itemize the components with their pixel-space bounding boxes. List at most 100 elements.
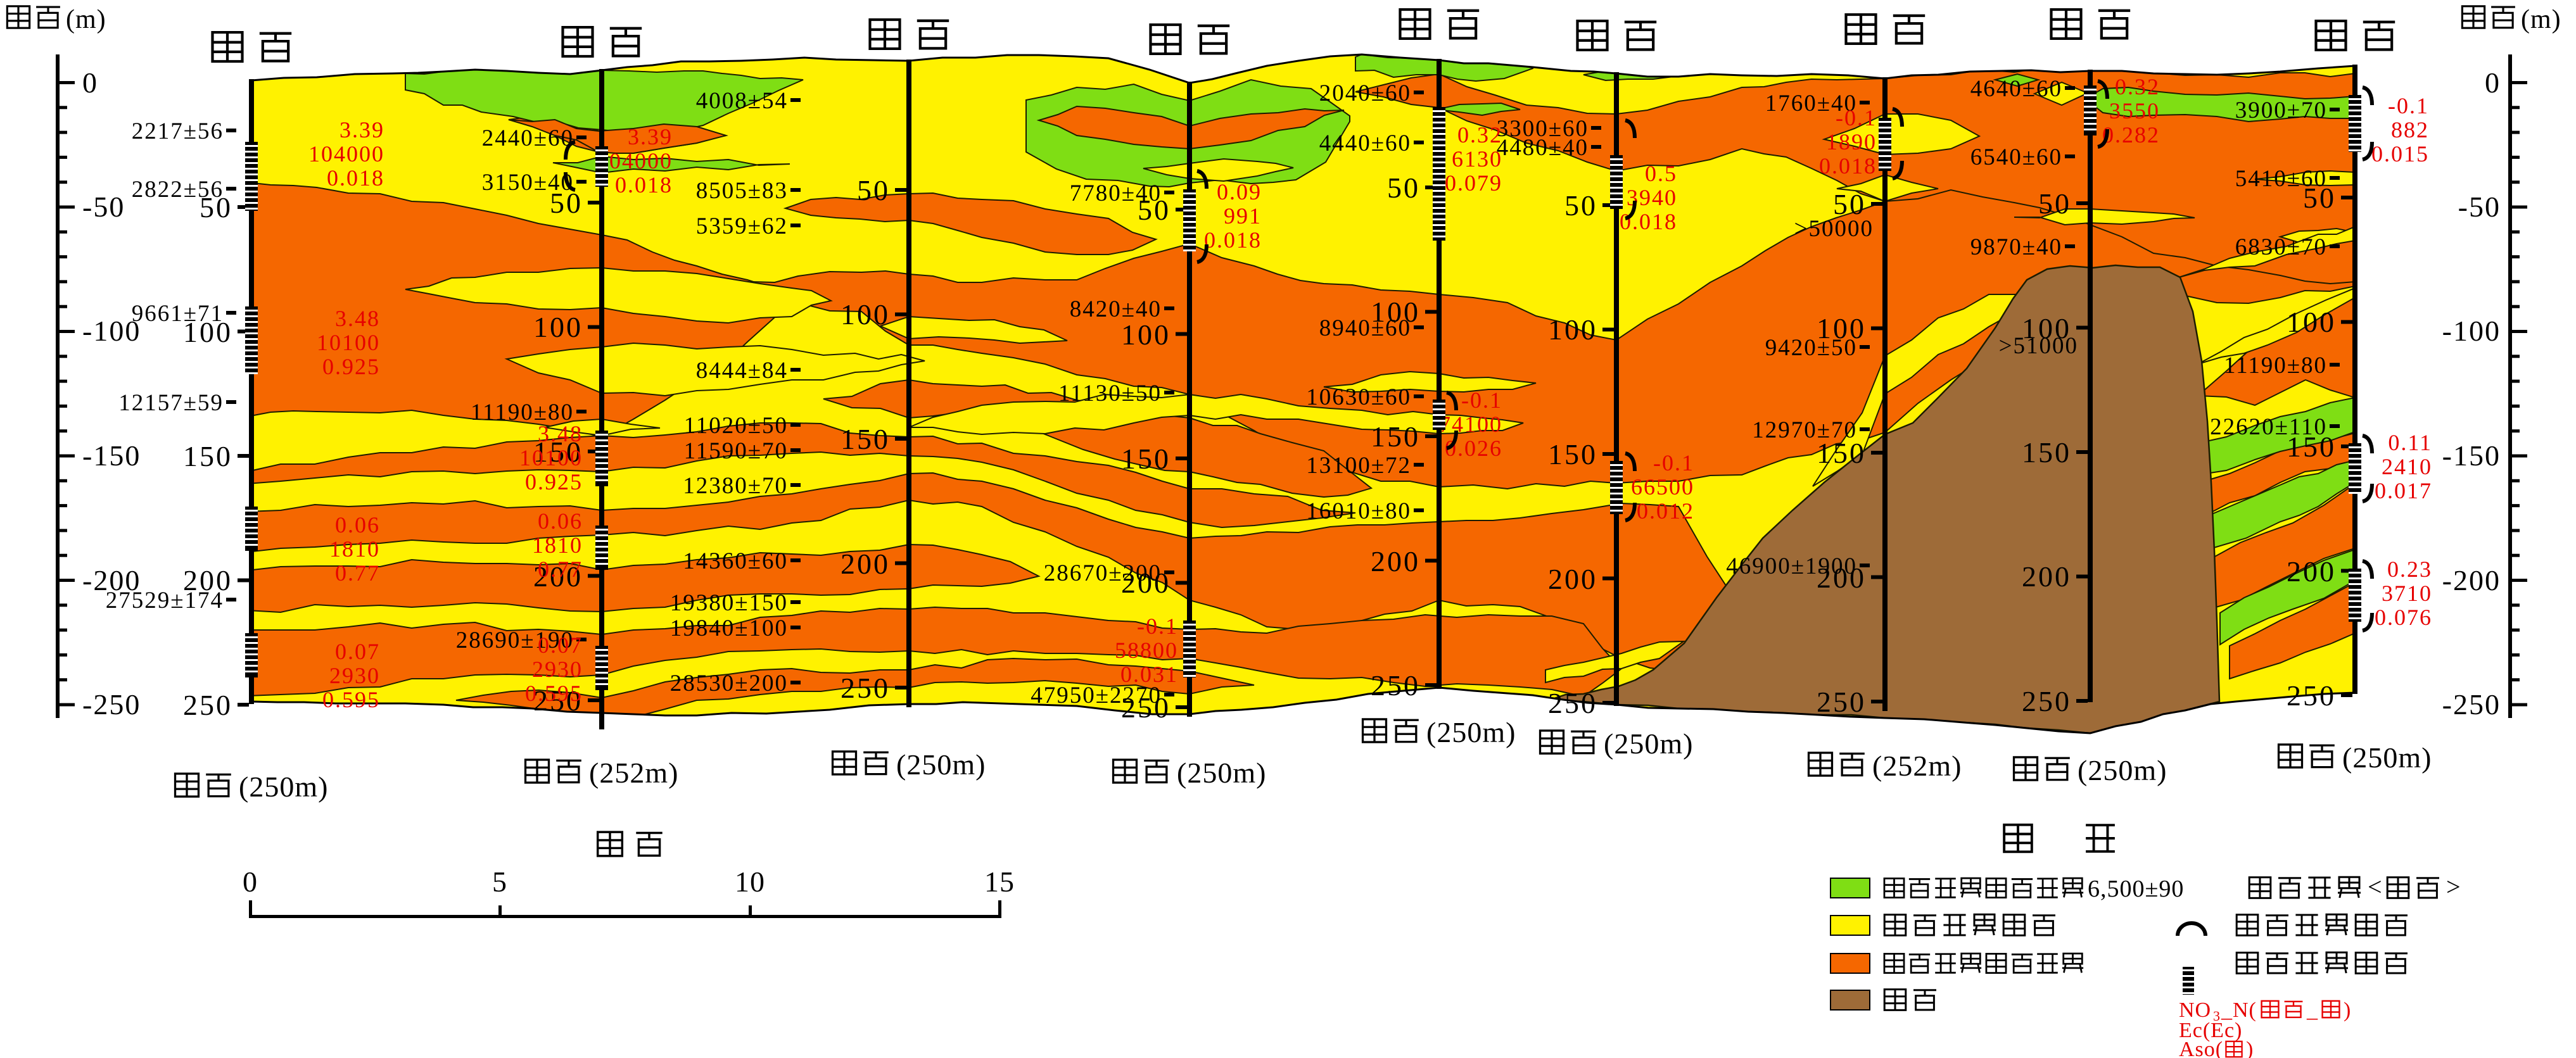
svg-text:2040±60: 2040±60 (1319, 80, 1411, 106)
svg-text:200: 200 (183, 564, 232, 596)
svg-text:882: 882 (2391, 117, 2429, 142)
svg-text:46900±1900: 46900±1900 (1726, 553, 1857, 579)
svg-text:0.018: 0.018 (1620, 209, 1677, 234)
svg-text:_N(: _N( (2221, 998, 2257, 1022)
svg-text:11190±80: 11190±80 (2224, 353, 2327, 379)
svg-text:0.018: 0.018 (327, 165, 384, 191)
svg-text:50: 50 (1833, 188, 1866, 220)
svg-text:(250m): (250m) (2342, 741, 2432, 774)
svg-text:0.018: 0.018 (1819, 153, 1877, 179)
svg-text:1890: 1890 (1826, 129, 1877, 154)
svg-text:14360±60: 14360±60 (683, 548, 788, 574)
svg-text:22620±110: 22620±110 (2210, 414, 2327, 440)
svg-text:(250m): (250m) (1177, 757, 1266, 789)
svg-text:100: 100 (2022, 312, 2071, 344)
svg-text:>51000: >51000 (1999, 333, 2078, 359)
svg-text:16010±80: 16010±80 (1306, 498, 1411, 524)
svg-text:19380±150: 19380±150 (670, 590, 788, 616)
svg-text:-0.1: -0.1 (1461, 387, 1502, 413)
svg-text:-200: -200 (82, 564, 141, 596)
svg-text:3550: 3550 (2109, 98, 2160, 123)
svg-text:28670±200: 28670±200 (1044, 560, 1162, 586)
svg-text:0.32: 0.32 (1457, 122, 1502, 148)
svg-text:58800: 58800 (1115, 638, 1178, 663)
svg-text:6130: 6130 (1452, 146, 1502, 172)
svg-text:0.018: 0.018 (615, 172, 673, 198)
svg-text:<: < (2368, 872, 2383, 901)
svg-text:200: 200 (1371, 545, 1420, 577)
svg-text:5410±60: 5410±60 (2235, 166, 2327, 192)
svg-text:0.018: 0.018 (1204, 227, 1262, 253)
svg-text:0.06: 0.06 (538, 508, 583, 534)
svg-text:3: 3 (2213, 1008, 2220, 1024)
svg-text:10630±60: 10630±60 (1306, 384, 1411, 410)
svg-text:150: 150 (533, 436, 583, 468)
svg-text:0.031: 0.031 (1120, 662, 1178, 687)
svg-text:2410: 2410 (2382, 454, 2432, 479)
svg-text:-0.1: -0.1 (2388, 93, 2429, 118)
svg-text:0.07: 0.07 (335, 639, 380, 664)
svg-text:200: 200 (1121, 567, 1171, 599)
svg-text:47950±2270: 47950±2270 (1031, 683, 1162, 708)
svg-text:50: 50 (200, 191, 232, 224)
svg-text:0.595: 0.595 (525, 681, 583, 706)
svg-text:2930: 2930 (329, 663, 380, 688)
svg-text:6540±60: 6540±60 (1970, 144, 2062, 170)
svg-text:150: 150 (2022, 436, 2071, 469)
svg-text:11130±50: 11130±50 (1058, 381, 1162, 406)
svg-text:-200: -200 (2442, 564, 2501, 596)
svg-text:28690±190: 28690±190 (456, 627, 574, 653)
svg-text:3.48: 3.48 (538, 421, 583, 446)
svg-text:200: 200 (1817, 562, 1866, 594)
svg-text:-250: -250 (2442, 688, 2501, 721)
svg-text:>: > (2446, 872, 2462, 901)
svg-text:100: 100 (1817, 312, 1866, 344)
svg-text:100: 100 (1371, 296, 1420, 328)
svg-text:10: 10 (735, 866, 765, 898)
svg-text:250: 250 (183, 689, 232, 721)
svg-text:28530±200: 28530±200 (670, 671, 788, 696)
svg-text:(250m): (250m) (2078, 754, 2167, 786)
svg-text:3300±60: 3300±60 (1497, 116, 1589, 142)
svg-text:12157±59: 12157±59 (118, 390, 224, 416)
svg-text:11190±80: 11190±80 (471, 400, 574, 425)
svg-text:(250m): (250m) (239, 771, 328, 803)
svg-text:991: 991 (1224, 203, 1262, 229)
svg-text:8505±83: 8505±83 (696, 178, 788, 204)
svg-text:6,500±90: 6,500±90 (2088, 876, 2184, 902)
svg-text:11020±50: 11020±50 (684, 413, 788, 439)
svg-text:250: 250 (1817, 686, 1866, 718)
svg-text:0.925: 0.925 (525, 469, 583, 494)
svg-text:150: 150 (183, 440, 232, 472)
svg-text:(m): (m) (66, 5, 106, 34)
svg-text:66500: 66500 (1631, 474, 1694, 500)
svg-text:7780±40: 7780±40 (1070, 180, 1162, 206)
svg-text:12380±70: 12380±70 (683, 473, 788, 499)
svg-text:-0.1: -0.1 (1137, 614, 1178, 639)
svg-text:3900±70: 3900±70 (2235, 98, 2327, 123)
svg-text:250: 250 (533, 684, 583, 717)
svg-text:-50: -50 (2458, 191, 2501, 223)
svg-text:11590±70: 11590±70 (684, 438, 788, 464)
svg-text:0.07: 0.07 (538, 633, 583, 658)
svg-text:5: 5 (492, 866, 507, 898)
svg-text:250: 250 (1371, 669, 1420, 702)
svg-text:5359±62: 5359±62 (696, 213, 788, 239)
svg-text:100: 100 (183, 316, 232, 348)
svg-text:_: _ (2306, 998, 2318, 1022)
svg-text:15: 15 (984, 866, 1015, 898)
svg-text:150: 150 (1548, 438, 1597, 470)
svg-text:-100: -100 (82, 315, 141, 347)
svg-text:9420±50: 9420±50 (1765, 335, 1857, 361)
svg-text:0.925: 0.925 (322, 354, 380, 379)
svg-text:250: 250 (1121, 691, 1171, 724)
svg-text:3.39: 3.39 (628, 124, 673, 149)
svg-text:-50: -50 (82, 191, 125, 223)
svg-text:50: 50 (2038, 187, 2071, 220)
svg-text:8940±60: 8940±60 (1319, 315, 1411, 341)
svg-text:3150±40: 3150±40 (482, 170, 574, 196)
svg-text:4480±40: 4480±40 (1497, 135, 1589, 161)
svg-text:(252m): (252m) (589, 757, 678, 789)
svg-text:0.5: 0.5 (1645, 161, 1677, 186)
svg-text:-100: -100 (2442, 315, 2501, 347)
